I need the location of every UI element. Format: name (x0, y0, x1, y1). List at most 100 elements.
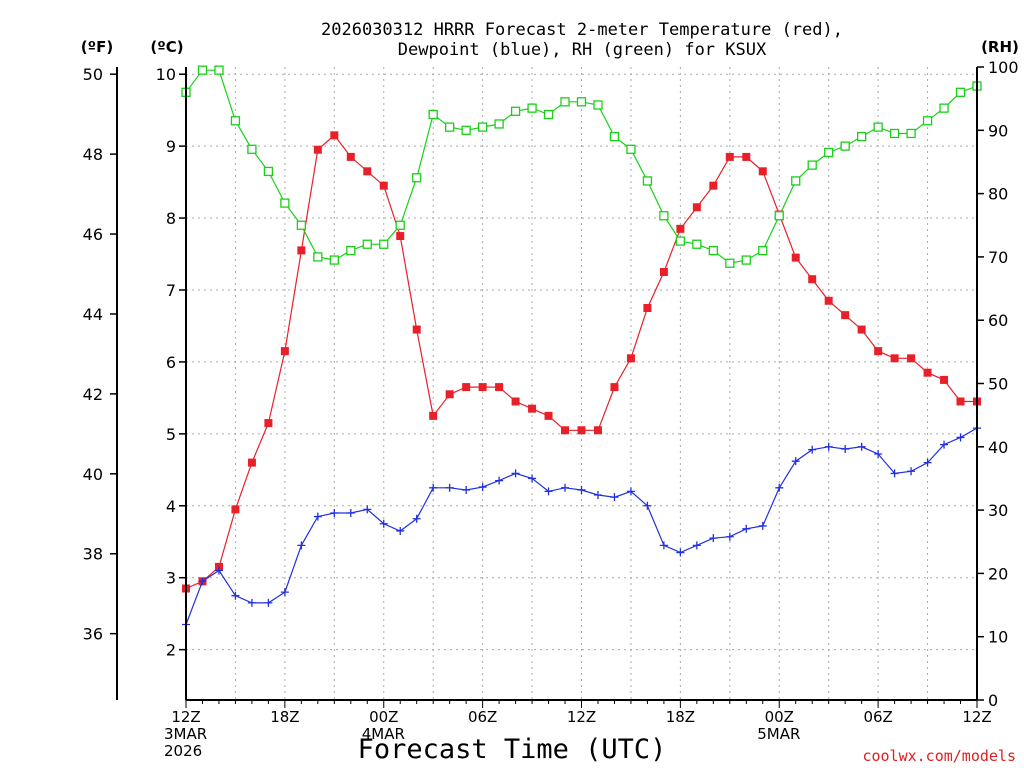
x-tick-label: 00Z (765, 708, 794, 726)
dewpoint-point (313, 512, 322, 521)
rh-point (527, 103, 537, 113)
temperature-point (396, 232, 405, 241)
rh-point (659, 211, 669, 221)
fahrenheit-tick-label: 48 (83, 145, 103, 164)
dewpoint-point (495, 476, 504, 485)
rh-point (263, 166, 274, 177)
dewpoint-point (659, 541, 668, 550)
celsius-tick-label: 5 (166, 425, 176, 444)
rh-point (214, 65, 224, 75)
dewpoint-point (297, 541, 306, 550)
rh-tick-label: 80 (988, 185, 1008, 204)
temperature-point (676, 224, 685, 233)
rh-point (576, 97, 587, 107)
dewpoint-point (528, 474, 537, 483)
dewpoint-point (346, 508, 355, 517)
temperature-point (297, 246, 306, 255)
temperature-point (478, 383, 487, 392)
dewpoint-point (462, 485, 471, 494)
fahrenheit-tick-label: 38 (83, 545, 103, 564)
series-layer (181, 65, 982, 629)
temperature-point (330, 131, 339, 140)
rh-point (791, 176, 801, 186)
dewpoint-point (593, 490, 602, 499)
temperature-point (791, 253, 800, 262)
temperature-point (577, 426, 586, 435)
dewpoint-point (379, 519, 388, 528)
dewpoint-point (363, 505, 372, 514)
rh-point (543, 109, 554, 120)
x-tick-label: 00Z (369, 708, 398, 726)
temperature-point (247, 458, 256, 467)
temperature-point (593, 426, 602, 435)
dewpoint-point (857, 442, 866, 451)
rh-point (922, 116, 933, 126)
rh-point (807, 160, 817, 170)
dewpoint-point (610, 493, 619, 502)
dewpoint-point (758, 521, 767, 530)
fahrenheit-axis-label: (ºF) (81, 38, 113, 56)
fahrenheit-tick-label: 50 (83, 65, 103, 84)
dewpoint-point (643, 501, 652, 510)
temperature-point (511, 397, 520, 406)
dewpoint-point (808, 445, 817, 454)
temperature-point (379, 181, 388, 190)
temperature-point (841, 311, 850, 320)
dewpoint-point (264, 598, 273, 607)
temperature-point (824, 296, 833, 305)
axes-layer: 3638404244464850234567891001020304050607… (83, 58, 1019, 760)
temperature-point (923, 368, 932, 377)
rh-tick-label: 60 (988, 311, 1008, 330)
dewpoint-point (874, 449, 883, 458)
temperature-point (346, 152, 355, 161)
dewpoint-point (330, 508, 339, 517)
dewpoint-point (214, 566, 223, 575)
rh-point (445, 122, 455, 132)
celsius-tick-label: 4 (166, 497, 176, 516)
celsius-tick-label: 8 (166, 209, 176, 228)
dewpoint-point (396, 526, 405, 535)
celsius-tick-label: 3 (166, 569, 176, 588)
rh-point (230, 116, 241, 126)
x-tick-label: 06Z (468, 708, 497, 726)
dewpoint-point (511, 469, 520, 478)
rh-axis-label: (RH) (981, 38, 1019, 56)
rh-point (642, 176, 653, 186)
rh-point (395, 220, 405, 230)
temperature-point (940, 375, 949, 384)
dewpoint-point (775, 483, 784, 492)
x-tick-label: 18Z (270, 708, 299, 726)
dewpoint-point (692, 541, 701, 550)
dewpoint-point (561, 483, 570, 492)
celsius-axis-label: (ºC) (150, 38, 183, 56)
rh-point (428, 109, 438, 120)
rh-tick-label: 40 (988, 438, 1008, 457)
dewpoint-point (956, 433, 965, 442)
temperature-point (956, 397, 965, 406)
dewpoint-point (940, 440, 949, 449)
dewpoint-point (626, 487, 635, 496)
rh-point (889, 128, 900, 139)
rh-point (477, 122, 488, 132)
celsius-tick-label: 2 (166, 641, 176, 660)
rh-tick-label: 50 (988, 375, 1008, 394)
rh-point (708, 245, 718, 256)
rh-point (774, 211, 784, 221)
dewpoint-point (280, 588, 289, 597)
dewpoint-point (923, 458, 932, 467)
rh-point (313, 252, 323, 262)
rh-tick-label: 100 (988, 58, 1019, 77)
fahrenheit-tick-label: 44 (83, 305, 103, 324)
grid-lines (186, 67, 977, 700)
dewpoint-point (412, 514, 421, 523)
x-tick-label: 4MAR (362, 725, 405, 743)
text-layer: 2026030312 HRRR Forecast 2-meter Tempera… (81, 20, 1019, 765)
temperature-point (857, 325, 866, 334)
temperature-point (280, 347, 289, 356)
temperature-point (231, 505, 240, 514)
dewpoint-point (429, 483, 438, 492)
rh-point (725, 258, 735, 268)
rh-point (510, 106, 521, 116)
chart-title-line-1: 2026030312 HRRR Forecast 2-meter Tempera… (321, 20, 843, 40)
